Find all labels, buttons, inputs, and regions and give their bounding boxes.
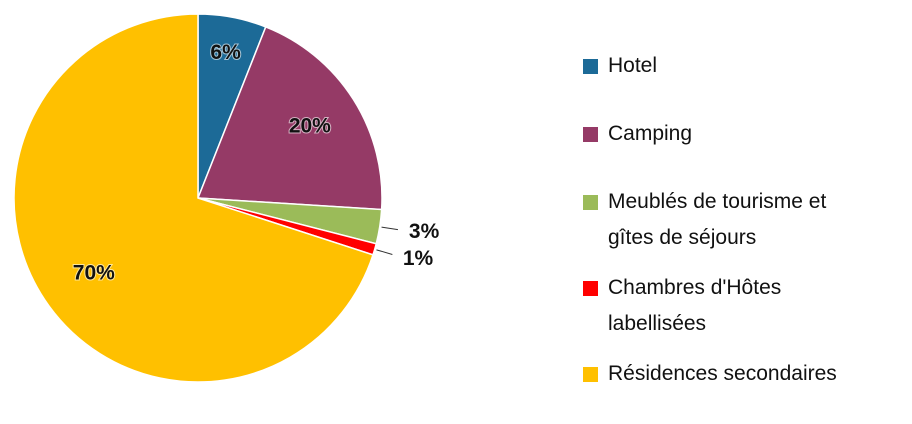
- pie-slice: [196, 25, 383, 211]
- legend-label: Hotel: [608, 54, 658, 77]
- data-label: 70%: [73, 261, 115, 284]
- legend-item: Camping: [583, 116, 873, 152]
- legend-item: Hotel: [583, 48, 873, 84]
- legend-label: Chambres d'Hôtes labellisées: [608, 276, 782, 335]
- pie-slice: [13, 13, 374, 383]
- legend-swatch: [583, 281, 598, 296]
- legend-swatch: [583, 367, 598, 382]
- legend-label: Camping: [608, 122, 693, 145]
- legend-item: Meublés de tourisme et gîtes de séjours: [583, 184, 873, 256]
- data-label: 6%: [210, 41, 241, 64]
- legend-swatch: [583, 59, 598, 74]
- leader-line: [381, 226, 398, 231]
- legend-label: Résidences secondaires: [608, 362, 837, 385]
- legend-item: Résidences secondaires: [583, 356, 873, 392]
- pie-area: 6% 20% 3% 1% 70%: [13, 13, 441, 383]
- data-label: 3%: [409, 220, 440, 243]
- data-label: 1%: [403, 247, 434, 270]
- legend: Hotel Camping Meublés de tourisme et gîtes…: [583, 48, 873, 424]
- chart: 6% 20% 3% 1% 70% Hotel Camping Meublés de tour…: [13, 13, 837, 385]
- legend-item: Chambres d'Hôtes labellisées: [583, 270, 873, 342]
- legend-label: Meublés de tourisme et gîtes de séjours: [608, 190, 827, 249]
- data-label: 20%: [289, 115, 331, 138]
- legend-swatch: [583, 195, 598, 210]
- leader-line: [376, 249, 393, 255]
- legend-swatch: [583, 127, 598, 142]
